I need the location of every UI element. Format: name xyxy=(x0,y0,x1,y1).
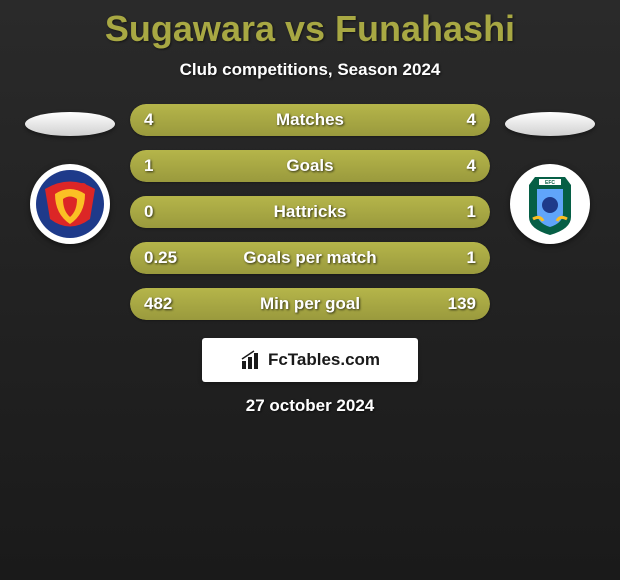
stat-right-value: 4 xyxy=(467,110,476,130)
stats-bars: 4 Matches 4 1 Goals 4 0 Hattricks 1 0.25 Goals per… xyxy=(130,104,490,320)
left-player-ellipse xyxy=(25,112,115,136)
page-title: Sugawara vs Funahashi xyxy=(0,8,620,50)
stat-name: Matches xyxy=(276,110,344,130)
bar-chart-icon xyxy=(240,349,262,371)
stat-name: Hattricks xyxy=(274,202,347,222)
svg-text:EFC: EFC xyxy=(545,180,555,186)
stat-row: 0 Hattricks 1 xyxy=(130,196,490,228)
comparison-row: 4 Matches 4 1 Goals 4 0 Hattricks 1 0.25 Goals per… xyxy=(0,104,620,320)
stat-right-value: 1 xyxy=(467,248,476,268)
footer: FcTables.com 27 october 2024 xyxy=(0,338,620,416)
right-player-column: EFC xyxy=(500,104,600,244)
ehime-crest-icon: EFC xyxy=(515,169,585,239)
stat-name: Goals per match xyxy=(243,248,376,268)
stat-name: Min per goal xyxy=(260,294,360,314)
brand-badge[interactable]: FcTables.com xyxy=(202,338,418,382)
right-player-ellipse xyxy=(505,112,595,136)
stat-left-value: 1 xyxy=(144,156,153,176)
stat-left-value: 482 xyxy=(144,294,172,314)
stat-right-value: 139 xyxy=(448,294,476,314)
stat-row: 1 Goals 4 xyxy=(130,150,490,182)
stat-left-value: 0 xyxy=(144,202,153,222)
subtitle: Club competitions, Season 2024 xyxy=(0,60,620,80)
stat-right-value: 4 xyxy=(467,156,476,176)
stat-row: 482 Min per goal 139 xyxy=(130,288,490,320)
vegalta-crest-icon xyxy=(35,169,105,239)
right-team-crest: EFC xyxy=(510,164,590,244)
stat-left-value: 0.25 xyxy=(144,248,177,268)
brand-text: FcTables.com xyxy=(268,350,380,370)
stat-row: 4 Matches 4 xyxy=(130,104,490,136)
stat-right-value: 1 xyxy=(467,202,476,222)
left-player-column xyxy=(20,104,120,244)
stat-left-value: 4 xyxy=(144,110,153,130)
stat-name: Goals xyxy=(286,156,333,176)
date-label: 27 october 2024 xyxy=(246,396,375,416)
left-team-crest xyxy=(30,164,110,244)
stat-row: 0.25 Goals per match 1 xyxy=(130,242,490,274)
